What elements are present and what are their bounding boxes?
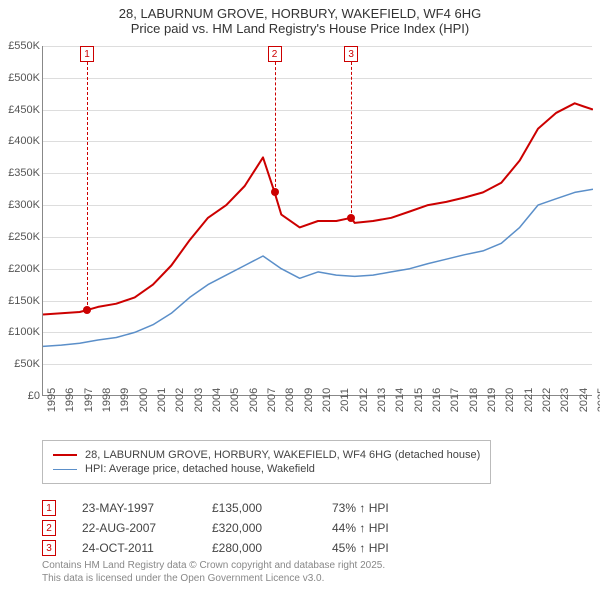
sale-marker-2: 2 [42,520,56,536]
title-line-2: Price paid vs. HM Land Registry's House … [0,21,600,36]
sales-table: 1 23-MAY-1997 £135,000 73% ↑ HPI 2 22-AU… [42,498,452,558]
sale-pct: 44% ↑ HPI [332,521,452,535]
marker-dot [347,214,355,222]
sales-row: 2 22-AUG-2007 £320,000 44% ↑ HPI [42,518,452,538]
sale-date: 22-AUG-2007 [82,521,212,535]
marker-box: 2 [268,46,282,62]
y-tick-label: £50K [0,358,40,370]
sale-marker-1: 1 [42,500,56,516]
legend-label-1: 28, LABURNUM GROVE, HORBURY, WAKEFIELD, … [85,449,480,461]
sales-row: 1 23-MAY-1997 £135,000 73% ↑ HPI [42,498,452,518]
legend: 28, LABURNUM GROVE, HORBURY, WAKEFIELD, … [42,440,491,484]
legend-swatch-1 [53,454,77,456]
marker-vline [351,62,352,218]
marker-dot [271,188,279,196]
sale-price: £280,000 [212,541,332,555]
title-block: 28, LABURNUM GROVE, HORBURY, WAKEFIELD, … [0,0,600,36]
legend-row: HPI: Average price, detached house, Wake… [53,463,480,475]
up-arrow-icon: ↑ [359,501,365,515]
y-tick-label: £350K [0,167,40,179]
x-tick-label: 2025 [596,388,600,412]
y-tick-label: £300K [0,199,40,211]
up-arrow-icon: ↑ [359,521,365,535]
y-tick-label: £550K [0,40,40,52]
legend-swatch-2 [53,469,77,470]
sale-pct: 45% ↑ HPI [332,541,452,555]
chart-plot-area: 1 2 3 [42,46,592,396]
y-tick-label: £250K [0,231,40,243]
sales-row: 3 24-OCT-2011 £280,000 45% ↑ HPI [42,538,452,558]
y-tick-label: £500K [0,72,40,84]
marker-box: 1 [80,46,94,62]
marker-dot [83,306,91,314]
sale-pct: 73% ↑ HPI [332,501,452,515]
footer-attribution: Contains HM Land Registry data © Crown c… [42,560,385,585]
y-tick-label: £150K [0,295,40,307]
sale-date: 24-OCT-2011 [82,541,212,555]
series-line [43,103,593,314]
sale-price: £135,000 [212,501,332,515]
footer-line-1: Contains HM Land Registry data © Crown c… [42,560,385,573]
legend-label-2: HPI: Average price, detached house, Wake… [85,463,315,475]
chart-lines-svg [43,46,593,396]
sale-marker-3: 3 [42,540,56,556]
sale-price: £320,000 [212,521,332,535]
marker-vline [275,62,276,192]
sale-date: 23-MAY-1997 [82,501,212,515]
footer-line-2: This data is licensed under the Open Gov… [42,573,385,586]
page: 28, LABURNUM GROVE, HORBURY, WAKEFIELD, … [0,0,600,590]
marker-box: 3 [344,46,358,62]
series-line [43,189,593,346]
y-tick-label: £0 [0,390,40,402]
legend-row: 28, LABURNUM GROVE, HORBURY, WAKEFIELD, … [53,449,480,461]
y-tick-label: £400K [0,135,40,147]
y-tick-label: £200K [0,263,40,275]
marker-vline [87,62,88,310]
y-tick-label: £450K [0,104,40,116]
title-line-1: 28, LABURNUM GROVE, HORBURY, WAKEFIELD, … [0,6,600,21]
y-tick-label: £100K [0,326,40,338]
up-arrow-icon: ↑ [359,541,365,555]
